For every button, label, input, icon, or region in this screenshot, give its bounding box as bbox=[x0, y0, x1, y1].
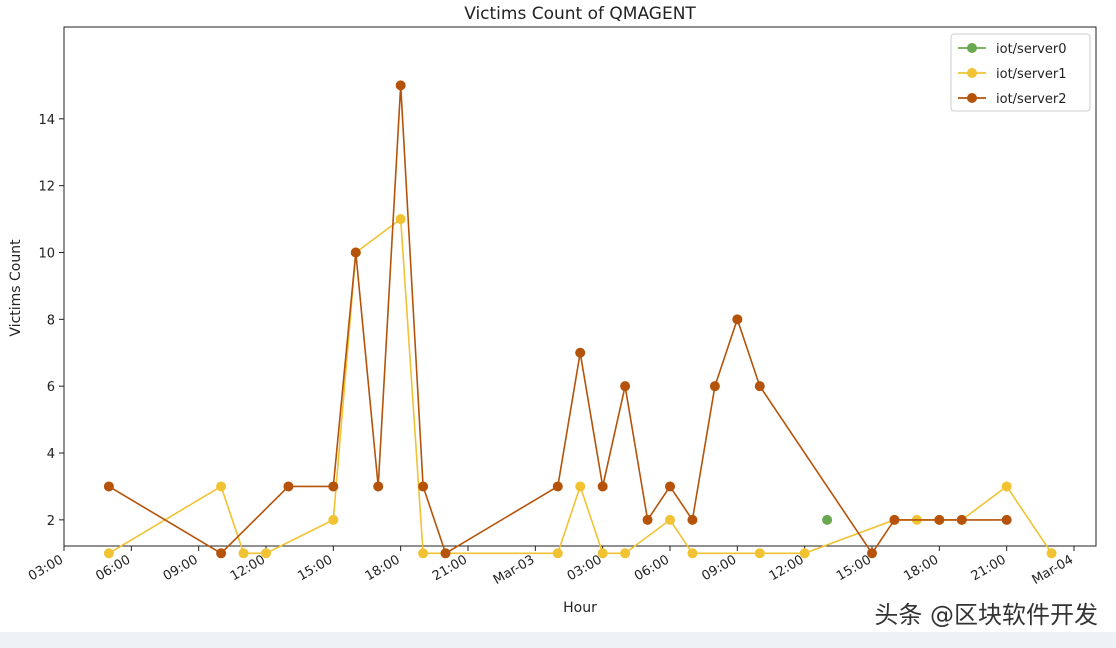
y-tick-label: 12 bbox=[38, 180, 55, 195]
legend-label-iot-server0: iot/server0 bbox=[996, 42, 1066, 57]
data-point-iot-server1 bbox=[1046, 548, 1057, 559]
x-tick-label: 03:00 bbox=[565, 552, 605, 584]
data-point-iot-server1 bbox=[238, 548, 249, 559]
x-tick-label: 21:00 bbox=[430, 552, 470, 584]
x-tick-label: 12:00 bbox=[228, 552, 268, 584]
y-tick-label: 10 bbox=[38, 247, 55, 262]
data-point-iot-server2 bbox=[373, 481, 384, 492]
data-point-iot-server2 bbox=[709, 381, 720, 392]
data-point-iot-server2 bbox=[934, 514, 945, 525]
legend-marker-iot-server2 bbox=[967, 93, 977, 103]
y-tick-label: 2 bbox=[47, 514, 55, 529]
data-point-iot-server2 bbox=[732, 314, 743, 325]
x-tick-label: 18:00 bbox=[363, 552, 403, 584]
legend-marker-iot-server0 bbox=[967, 43, 977, 53]
legend-label-iot-server2: iot/server2 bbox=[996, 92, 1066, 107]
y-axis-label: Victims Count bbox=[8, 239, 24, 337]
x-tick-label: 12:00 bbox=[767, 552, 807, 584]
data-point-iot-server2 bbox=[328, 481, 339, 492]
data-point-iot-server2 bbox=[350, 247, 361, 258]
data-point-iot-server2 bbox=[687, 514, 698, 525]
x-axis-label: Hour bbox=[563, 600, 597, 616]
data-point-iot-server0 bbox=[822, 514, 833, 525]
y-tick-label: 8 bbox=[47, 313, 55, 328]
x-tick-label: 09:00 bbox=[161, 552, 201, 584]
chart-title: Victims Count of QMAGENT bbox=[464, 4, 696, 24]
data-point-iot-server2 bbox=[956, 514, 967, 525]
data-point-iot-server2 bbox=[665, 481, 675, 492]
y-tick-label: 4 bbox=[47, 447, 55, 462]
x-tick-label: 09:00 bbox=[699, 552, 739, 584]
data-point-iot-server2 bbox=[216, 548, 227, 559]
data-point-iot-server2 bbox=[418, 481, 429, 492]
data-point-iot-server2 bbox=[754, 381, 765, 392]
y-tick-label: 14 bbox=[38, 113, 55, 128]
x-tick-label: 06:00 bbox=[632, 552, 672, 584]
data-point-iot-server2 bbox=[597, 481, 608, 492]
data-point-iot-server2 bbox=[867, 548, 877, 559]
data-point-iot-server1 bbox=[328, 514, 339, 525]
data-point-iot-server2 bbox=[395, 80, 406, 91]
plot-area bbox=[63, 26, 1097, 547]
data-point-iot-server2 bbox=[889, 514, 900, 525]
x-tick-label: 03:00 bbox=[26, 552, 66, 584]
legend-box bbox=[950, 33, 1091, 112]
y-axis-ticks: 2 4 6 8 10 12 14 bbox=[38, 113, 64, 529]
data-point-iot-server2 bbox=[1001, 514, 1012, 525]
legend: iot/server0 iot/server1 iot/server2 bbox=[950, 33, 1091, 112]
x-axis-ticks: 03:00 06:00 09:00 12:00 15:00 18:00 21:00 Mar-0… bbox=[26, 546, 1076, 588]
data-point-iot-server2 bbox=[575, 347, 586, 358]
data-point-iot-server1 bbox=[418, 548, 429, 559]
data-point-iot-server2 bbox=[103, 481, 114, 492]
data-point-iot-server2 bbox=[552, 481, 563, 492]
data-point-iot-server1 bbox=[395, 214, 406, 225]
data-point-iot-server1 bbox=[1001, 481, 1012, 492]
data-point-iot-server1 bbox=[754, 548, 765, 559]
watermark: 头条 @区块软件开发 bbox=[874, 601, 1098, 629]
data-point-iot-server1 bbox=[597, 548, 608, 559]
x-tick-label: 15:00 bbox=[295, 552, 335, 584]
data-point-iot-server1 bbox=[261, 548, 271, 559]
data-point-iot-server1 bbox=[620, 548, 631, 559]
data-point-iot-server1 bbox=[687, 548, 698, 559]
data-point-iot-server2 bbox=[440, 548, 451, 559]
series-layer bbox=[103, 80, 1057, 559]
data-point-iot-server1 bbox=[103, 548, 114, 559]
x-tick-label: Mar-03 bbox=[491, 552, 537, 587]
x-tick-label: 21:00 bbox=[969, 552, 1009, 584]
data-point-iot-server1 bbox=[665, 514, 675, 525]
data-point-iot-server2 bbox=[642, 514, 653, 525]
data-point-iot-server2 bbox=[620, 381, 631, 392]
legend-marker-iot-server1 bbox=[967, 68, 977, 78]
series-line-iot-server2 bbox=[108, 84, 1007, 555]
data-point-iot-server2 bbox=[283, 481, 294, 492]
bottom-strip bbox=[0, 632, 1116, 648]
data-point-iot-server1 bbox=[216, 481, 227, 492]
y-tick-label: 6 bbox=[47, 380, 55, 395]
x-tick-label: 15:00 bbox=[834, 552, 874, 584]
data-point-iot-server1 bbox=[552, 548, 563, 559]
x-tick-label: 18:00 bbox=[901, 552, 941, 584]
x-tick-label: 06:00 bbox=[93, 552, 133, 584]
data-point-iot-server1 bbox=[799, 548, 810, 559]
data-point-iot-server1 bbox=[575, 481, 586, 492]
legend-label-iot-server1: iot/server1 bbox=[996, 67, 1066, 82]
